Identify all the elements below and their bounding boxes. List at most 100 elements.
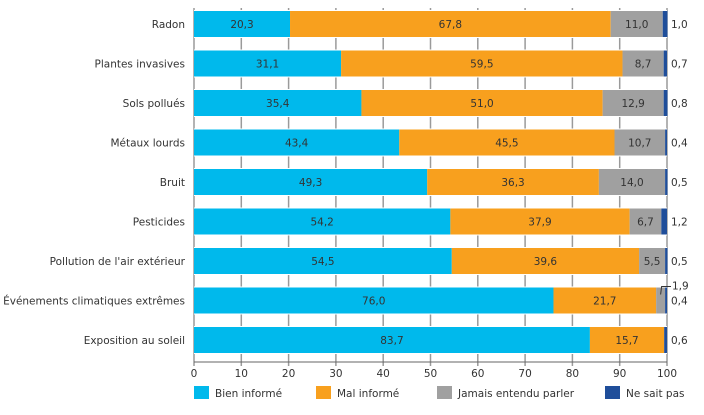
data-label: 36,3 bbox=[501, 177, 524, 189]
leader-line bbox=[660, 286, 671, 295]
x-tick-label: 80 bbox=[566, 368, 579, 380]
bar-segment bbox=[290, 11, 611, 37]
bar-segment bbox=[194, 129, 400, 156]
category-label: Pesticides bbox=[133, 217, 185, 229]
bar-segment bbox=[194, 208, 451, 235]
data-label: 31,1 bbox=[256, 59, 279, 71]
x-tick-label: 0 bbox=[191, 368, 198, 380]
data-label: 83,7 bbox=[380, 335, 403, 347]
bar-segment bbox=[589, 327, 665, 353]
bar-segment bbox=[399, 129, 615, 156]
bar-segment bbox=[194, 169, 428, 195]
data-label: 37,9 bbox=[528, 217, 551, 229]
bar-segment bbox=[665, 287, 667, 314]
data-label: 0,6 bbox=[671, 335, 688, 347]
x-tick-label: 90 bbox=[613, 368, 626, 380]
data-label: 54,2 bbox=[310, 217, 333, 229]
bar-segment bbox=[664, 327, 667, 353]
bar-segment bbox=[614, 129, 666, 156]
data-label: 12,9 bbox=[621, 98, 644, 110]
data-label: 5,5 bbox=[644, 256, 661, 268]
legend-label: Ne sait pas bbox=[626, 388, 685, 400]
bar-segment bbox=[194, 11, 291, 37]
data-label: 67,8 bbox=[439, 19, 462, 31]
data-label: 45,5 bbox=[495, 138, 518, 150]
x-tick-label: 50 bbox=[424, 368, 437, 380]
bar-segment bbox=[665, 169, 668, 195]
bar-segment bbox=[598, 169, 666, 195]
bar-segment bbox=[194, 287, 554, 314]
x-tick-label: 10 bbox=[235, 368, 248, 380]
category-label: Exposition au soleil bbox=[84, 335, 185, 347]
data-label: 0,5 bbox=[671, 177, 688, 189]
bar-segment bbox=[361, 90, 603, 116]
data-label: 14,0 bbox=[620, 177, 643, 189]
data-label: 51,0 bbox=[470, 98, 493, 110]
bar-segment bbox=[661, 208, 667, 235]
data-label: 35,4 bbox=[266, 98, 290, 110]
data-label: 39,6 bbox=[534, 256, 558, 268]
x-tick-label: 100 bbox=[657, 368, 677, 380]
data-label: 0,5 bbox=[671, 256, 688, 268]
data-label: 0,4 bbox=[671, 138, 688, 150]
data-label: 1,2 bbox=[671, 217, 688, 229]
data-label: 59,5 bbox=[470, 59, 493, 71]
data-label: 76,0 bbox=[362, 296, 385, 308]
data-label: 6,7 bbox=[637, 217, 654, 229]
bar-segment bbox=[450, 208, 630, 235]
bar-segment bbox=[622, 50, 664, 77]
legend-label: Bien informé bbox=[215, 388, 282, 400]
data-label: 21,7 bbox=[593, 296, 616, 308]
data-label: 0,8 bbox=[671, 98, 688, 110]
legend-label: Jamais entendu parler bbox=[457, 388, 575, 400]
bar-segment bbox=[553, 287, 657, 314]
bar-segment bbox=[610, 11, 663, 37]
data-label: 20,3 bbox=[230, 19, 253, 31]
data-label: 1,9 bbox=[672, 281, 689, 293]
legend-swatch bbox=[437, 386, 452, 399]
data-label: 49,3 bbox=[299, 177, 322, 189]
bar-segment bbox=[194, 90, 362, 116]
x-tick-label: 40 bbox=[377, 368, 390, 380]
legend-swatch bbox=[316, 386, 331, 399]
bar-segment bbox=[602, 90, 664, 116]
data-label: 10,7 bbox=[628, 138, 651, 150]
legend-swatch bbox=[194, 386, 209, 399]
category-label: Plantes invasives bbox=[95, 59, 185, 71]
category-label: Sols pollués bbox=[123, 98, 185, 110]
x-tick-label: 70 bbox=[518, 368, 531, 380]
category-label: Métaux lourds bbox=[110, 138, 185, 150]
x-tick-label: 60 bbox=[471, 368, 484, 380]
bar-segment bbox=[665, 248, 668, 274]
data-label: 11,0 bbox=[625, 19, 648, 31]
legend-swatch bbox=[605, 386, 620, 399]
data-label: 8,7 bbox=[635, 59, 652, 71]
data-label: 0,4 bbox=[671, 296, 688, 308]
bar-segment bbox=[194, 248, 452, 274]
bar-segment bbox=[665, 129, 667, 156]
category-label: Bruit bbox=[160, 177, 185, 189]
data-label: 1,0 bbox=[671, 19, 688, 31]
data-label: 54,5 bbox=[311, 256, 334, 268]
bar-segment bbox=[656, 287, 666, 314]
x-tick-label: 30 bbox=[329, 368, 342, 380]
x-tick-label: 20 bbox=[282, 368, 295, 380]
bar-segment bbox=[194, 50, 342, 77]
bar-segment bbox=[427, 169, 599, 195]
bar-segment bbox=[662, 11, 668, 37]
category-label: Événements climatiques extrêmes bbox=[3, 295, 185, 308]
data-label: 43,4 bbox=[285, 138, 309, 150]
category-label: Radon bbox=[152, 19, 185, 31]
bar-segment bbox=[629, 208, 662, 235]
legend-label: Mal informé bbox=[337, 388, 399, 400]
bar-segment bbox=[451, 248, 640, 274]
category-label: Pollution de l'air extérieur bbox=[50, 256, 186, 268]
bar-segment bbox=[341, 50, 623, 77]
bar-segment bbox=[639, 248, 666, 274]
bar-segment bbox=[194, 327, 590, 353]
data-label: 0,7 bbox=[671, 59, 688, 71]
bar-segment bbox=[663, 90, 668, 116]
bar-segment bbox=[663, 50, 667, 77]
data-label: 15,7 bbox=[615, 335, 638, 347]
